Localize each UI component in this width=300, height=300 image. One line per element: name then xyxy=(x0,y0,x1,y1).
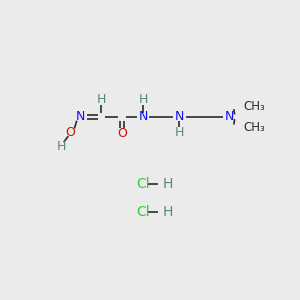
Text: CH₃: CH₃ xyxy=(243,121,265,134)
Text: N: N xyxy=(138,110,148,123)
Text: N: N xyxy=(224,110,234,123)
Text: N: N xyxy=(76,110,85,123)
Text: N: N xyxy=(175,110,184,123)
Text: H: H xyxy=(175,126,184,139)
Text: CH₃: CH₃ xyxy=(243,100,265,112)
Text: H: H xyxy=(97,93,106,106)
Text: O: O xyxy=(117,127,127,140)
Text: O: O xyxy=(66,126,76,139)
Text: Cl: Cl xyxy=(136,177,150,191)
Text: H: H xyxy=(163,205,173,219)
Text: Cl: Cl xyxy=(136,205,150,219)
Text: H: H xyxy=(57,140,66,153)
Text: H: H xyxy=(163,177,173,191)
Text: H: H xyxy=(138,93,148,106)
